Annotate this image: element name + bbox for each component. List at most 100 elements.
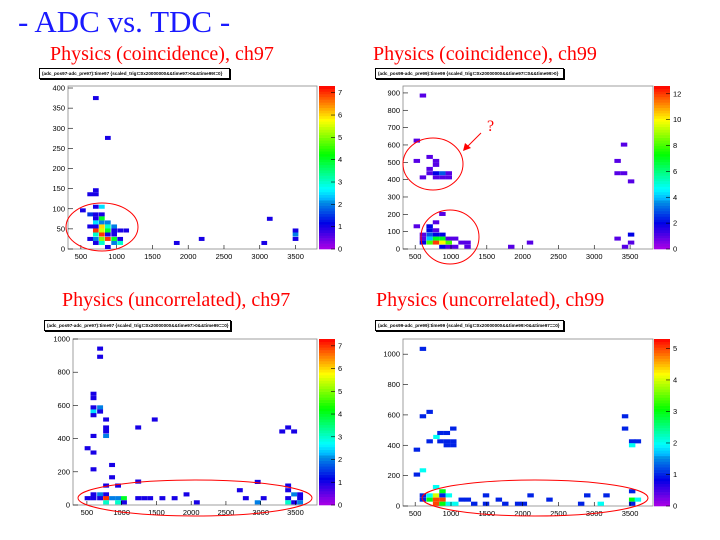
histogram-bin [141,496,148,501]
x-tick-label: 1500 [478,252,495,261]
histogram-bin [627,240,635,245]
y-tick-label: 300 [52,124,65,133]
colorbar-segment [654,339,670,343]
colorbar-segment [319,205,335,209]
colorbar-segment [319,491,335,495]
histogram-bin [260,496,267,501]
histogram-bin [92,220,99,225]
histogram-bin [432,493,440,498]
histogram-bin [98,216,105,221]
colorbar-segment [654,134,670,138]
colorbar-segment [654,229,670,233]
colorbar-tick-label: 4 [673,375,677,384]
colorbar-segment [319,416,335,420]
colorbar-tick-label: 0 [338,245,342,254]
colorbar-segment [319,369,335,373]
colorbar-segment [319,341,335,345]
colorbar-segment [319,474,335,478]
colorbar-segment [654,126,670,130]
colorbar-segment [319,430,335,434]
x-tick-label: 2000 [180,252,197,261]
colorbar-segment [319,148,335,152]
histogram-bin [92,188,99,193]
y-tick-label: 600 [387,410,400,419]
colorbar-segment [654,428,670,432]
colorbar-segment [654,408,670,412]
histogram-bin [292,228,299,233]
colorbar-segment [319,386,335,390]
colorbar-segment [654,464,670,468]
colorbar-segment [319,183,335,187]
subtitle-coincidence-ch99: Physics (coincidence), ch99 [373,43,597,65]
colorbar-segment [654,405,670,409]
colorbar-segment [319,339,335,343]
histogram-bin [634,439,642,444]
histogram-bin [285,488,292,493]
colorbar-segment [654,140,670,144]
colorbar-segment [654,403,670,407]
histogram-bin [90,496,97,501]
colorbar-segment [319,224,335,228]
highlight-ellipse [65,202,139,252]
histogram-bin [614,236,621,241]
colorbar-segment [654,364,670,368]
y-tick-label: 50 [57,224,65,233]
colorbar-segment [654,372,670,376]
histogram-bin [103,483,110,488]
histogram-bin [92,216,99,221]
y-tick-label: 700 [387,123,400,132]
histogram-bin [98,212,105,217]
colorbar-segment [654,121,670,125]
y-tick-label: 800 [387,106,400,115]
colorbar-tick-label: 2 [338,200,342,209]
histogram-bin [98,220,105,225]
histogram-bin [92,212,99,217]
histogram-bin [439,501,446,506]
colorbar-segment [319,186,335,190]
histogram-bin [80,208,86,213]
colorbar-segment [319,86,335,90]
colorbar-segment [319,350,335,354]
histogram-bin [103,429,110,434]
colorbar-segment [319,383,335,387]
y-tick-label: 250 [52,144,65,153]
histogram-bin [439,232,446,237]
histogram-bin [97,492,104,497]
histogram-bin [413,158,421,163]
histogram-bin [439,244,446,249]
y-tick-label: 0 [396,245,400,254]
colorbar-segment [654,483,670,487]
histogram-bin [628,439,636,444]
histogram-bin [90,396,97,401]
colorbar-segment [319,444,335,448]
colorbar-segment [319,159,335,163]
histogram-bin [450,443,457,448]
histogram-bin [90,413,97,418]
histogram-bin [628,497,636,502]
x-tick-label: 3000 [251,252,268,261]
histogram-bin [292,236,299,241]
x-tick-label: 3000 [586,252,603,261]
colorbar-segment [654,86,670,90]
histogram-bin [103,492,110,497]
histogram-bin [443,443,451,448]
y-tick-label: 600 [387,140,400,149]
colorbar-segment [319,352,335,356]
plot-frame [72,338,318,506]
histogram-bin [92,236,99,241]
colorbar-segment [319,397,335,401]
colorbar-segment [654,492,670,496]
colorbar-segment [654,386,670,390]
colorbar-segment [319,402,335,406]
histogram-bin [614,158,621,163]
colorbar-segment [654,478,670,482]
histogram-bin [90,492,97,497]
colorbar-segment [319,377,335,381]
colorbar-segment [319,499,335,503]
highlight-ellipse [420,209,480,265]
colorbar-segment [319,105,335,109]
colorbar-tick-label: 4 [338,155,342,164]
histogram-bin [419,232,427,237]
colorbar-segment [654,375,670,379]
histogram-0: 500 1000 1500 2000 2500 3000 35000501001502002… [52,84,342,261]
